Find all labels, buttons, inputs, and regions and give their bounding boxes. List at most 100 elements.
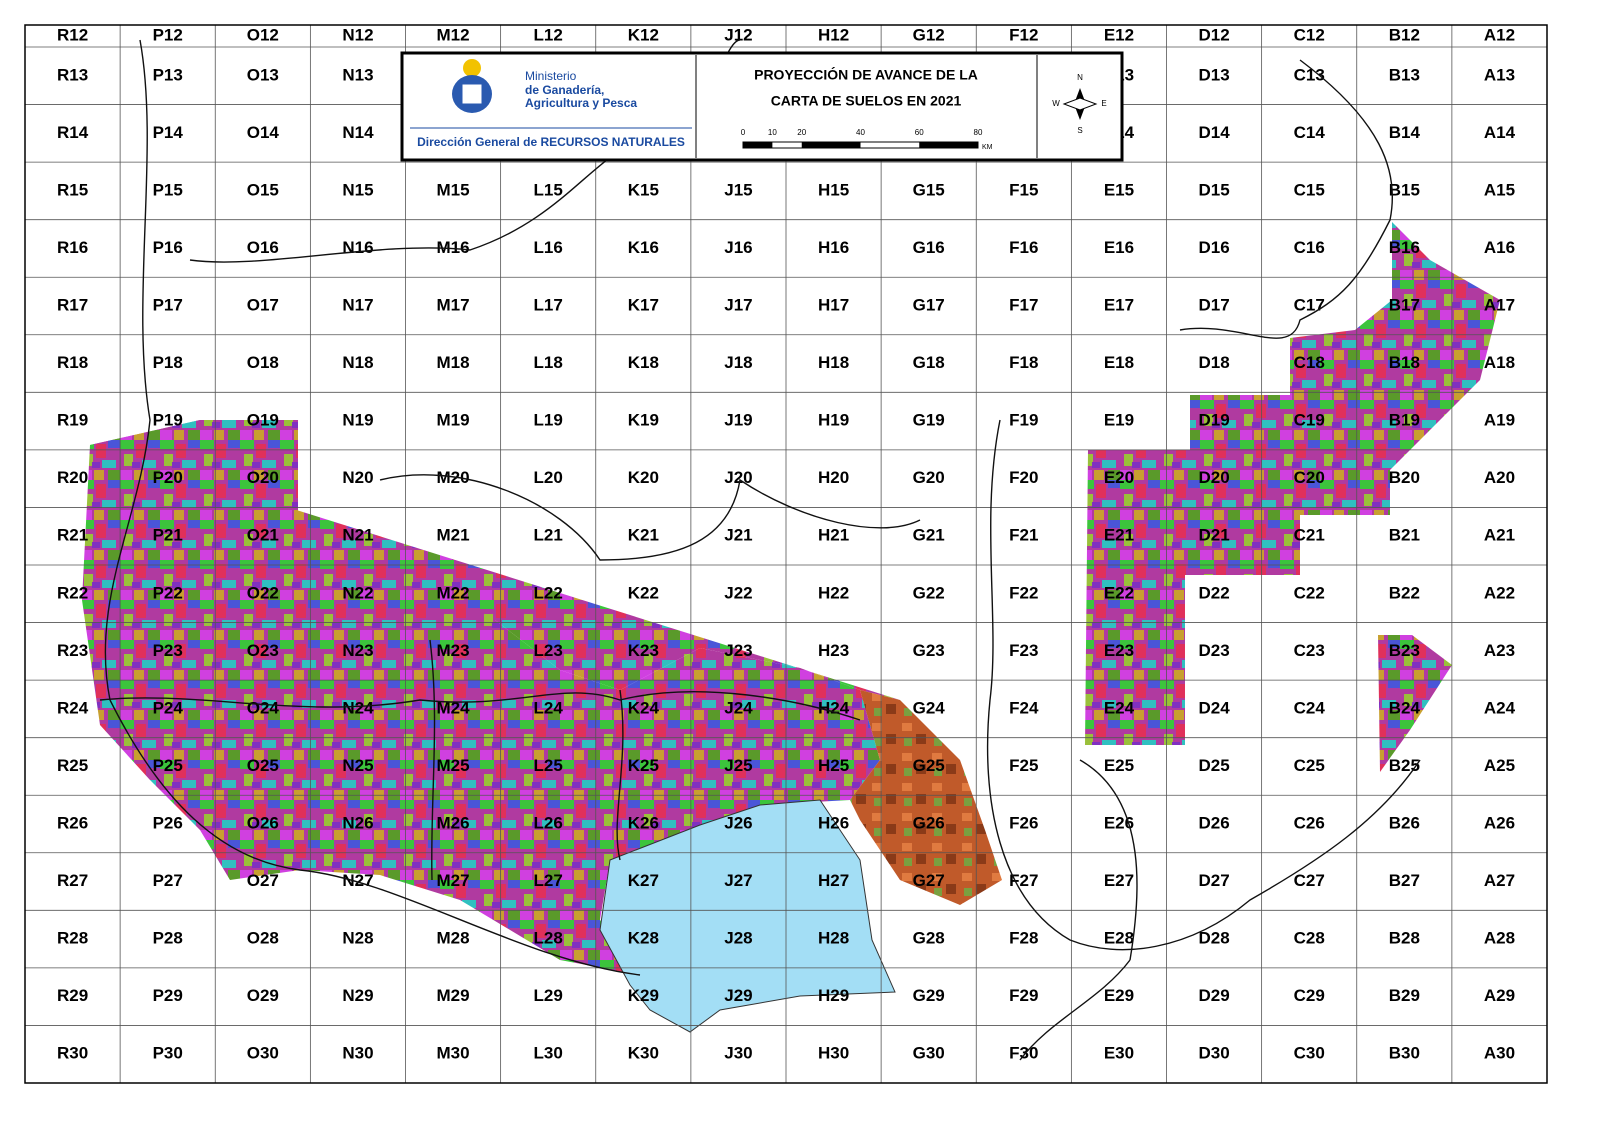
cell-label: C16 xyxy=(1294,238,1325,257)
cell-label: G20 xyxy=(913,468,945,487)
cell-label: D27 xyxy=(1198,871,1229,890)
cell-label: P20 xyxy=(153,468,183,487)
header-box: Ministerio de Ganadería, Agricultura y P… xyxy=(400,51,1124,162)
cell-label: D17 xyxy=(1198,295,1229,314)
cell-label: H20 xyxy=(818,468,849,487)
cell-label: N16 xyxy=(342,238,373,257)
cell-label: E25 xyxy=(1104,756,1134,775)
cell-label: C25 xyxy=(1294,756,1325,775)
cell-label: A29 xyxy=(1484,986,1515,1005)
cell-label: R18 xyxy=(57,353,88,372)
cell-label: C19 xyxy=(1294,411,1325,430)
cell-label: K20 xyxy=(628,468,659,487)
cell-label: N15 xyxy=(342,180,373,199)
cell-label: M17 xyxy=(437,295,470,314)
scale-tick-label: 0 xyxy=(741,128,746,137)
cell-label: C22 xyxy=(1294,583,1325,602)
cell-label: J12 xyxy=(724,25,752,44)
cell-label: A13 xyxy=(1484,65,1515,84)
cell-label: E29 xyxy=(1104,986,1134,1005)
cell-label: K17 xyxy=(628,295,659,314)
cell-label: G23 xyxy=(913,641,945,660)
cell-label: D14 xyxy=(1198,123,1230,142)
cell-label: P24 xyxy=(153,698,184,717)
compass-s: S xyxy=(1077,126,1082,135)
cell-label: R26 xyxy=(57,813,88,832)
cell-label: J25 xyxy=(724,756,752,775)
cell-label: G29 xyxy=(913,986,945,1005)
cell-label: A19 xyxy=(1484,411,1515,430)
cell-label: H12 xyxy=(818,25,849,44)
cell-label: A18 xyxy=(1484,353,1515,372)
compass-w: W xyxy=(1052,99,1060,108)
cell-label: A17 xyxy=(1484,295,1515,314)
cell-label: R16 xyxy=(57,238,88,257)
cell-label: O25 xyxy=(247,756,279,775)
cell-label: A24 xyxy=(1484,698,1516,717)
cell-label: R14 xyxy=(57,123,89,142)
cell-label: F18 xyxy=(1009,353,1038,372)
cell-label: N12 xyxy=(342,25,373,44)
cell-label: C14 xyxy=(1294,123,1326,142)
cell-label: G30 xyxy=(913,1044,945,1063)
cell-label: O26 xyxy=(247,813,279,832)
scale-segment xyxy=(743,142,773,148)
cell-label: E15 xyxy=(1104,180,1134,199)
cell-label: C18 xyxy=(1294,353,1325,372)
cell-label: J16 xyxy=(724,238,752,257)
cell-label: O13 xyxy=(247,65,279,84)
cell-label: A15 xyxy=(1484,180,1515,199)
cell-label: B22 xyxy=(1389,583,1420,602)
cell-label: R13 xyxy=(57,65,88,84)
cell-label: K29 xyxy=(628,986,659,1005)
cell-label: J21 xyxy=(724,526,752,545)
cell-label: D23 xyxy=(1198,641,1229,660)
cell-label: B30 xyxy=(1389,1044,1420,1063)
cell-label: N18 xyxy=(342,353,373,372)
cell-label: L19 xyxy=(534,411,563,430)
cell-label: A30 xyxy=(1484,1044,1515,1063)
cell-label: D20 xyxy=(1198,468,1229,487)
cell-label: C30 xyxy=(1294,1044,1325,1063)
cell-label: P25 xyxy=(153,756,183,775)
cell-label: C20 xyxy=(1294,468,1325,487)
cell-label: K12 xyxy=(628,25,659,44)
cell-label: E19 xyxy=(1104,411,1134,430)
cell-label: O28 xyxy=(247,929,279,948)
cell-label: N24 xyxy=(342,698,374,717)
cell-label: F19 xyxy=(1009,411,1038,430)
cell-label: O24 xyxy=(247,698,280,717)
cell-label: A20 xyxy=(1484,468,1515,487)
cell-label: M22 xyxy=(437,583,470,602)
cell-label: P18 xyxy=(153,353,183,372)
cell-label: O18 xyxy=(247,353,279,372)
title-line: PROYECCIÓN DE AVANCE DE LA xyxy=(754,66,978,83)
cell-label: D19 xyxy=(1198,411,1229,430)
cell-label: O19 xyxy=(247,411,279,430)
cell-label: P27 xyxy=(153,871,183,890)
cell-label: L12 xyxy=(534,25,563,44)
cell-label: E21 xyxy=(1104,526,1134,545)
soil-areas xyxy=(82,222,1500,1033)
cell-label: J20 xyxy=(724,468,752,487)
cell-label: D26 xyxy=(1198,813,1229,832)
cell-label: K25 xyxy=(628,756,659,775)
compass-n: N xyxy=(1077,73,1083,82)
cell-label: G22 xyxy=(913,583,945,602)
cell-label: E16 xyxy=(1104,238,1134,257)
cell-label: D25 xyxy=(1198,756,1229,775)
cell-label: K26 xyxy=(628,813,659,832)
cell-label: A23 xyxy=(1484,641,1515,660)
cell-label: N25 xyxy=(342,756,373,775)
cell-label: R28 xyxy=(57,929,88,948)
cell-label: L29 xyxy=(534,986,563,1005)
cell-label: P29 xyxy=(153,986,183,1005)
scale-tick-label: 20 xyxy=(797,128,806,137)
cell-label: M15 xyxy=(437,180,470,199)
cell-label: O23 xyxy=(247,641,279,660)
cell-label: N28 xyxy=(342,929,373,948)
cell-label: L28 xyxy=(534,929,563,948)
cell-label: R27 xyxy=(57,871,88,890)
cell-label: M21 xyxy=(437,526,470,545)
cell-label: M30 xyxy=(437,1044,470,1063)
